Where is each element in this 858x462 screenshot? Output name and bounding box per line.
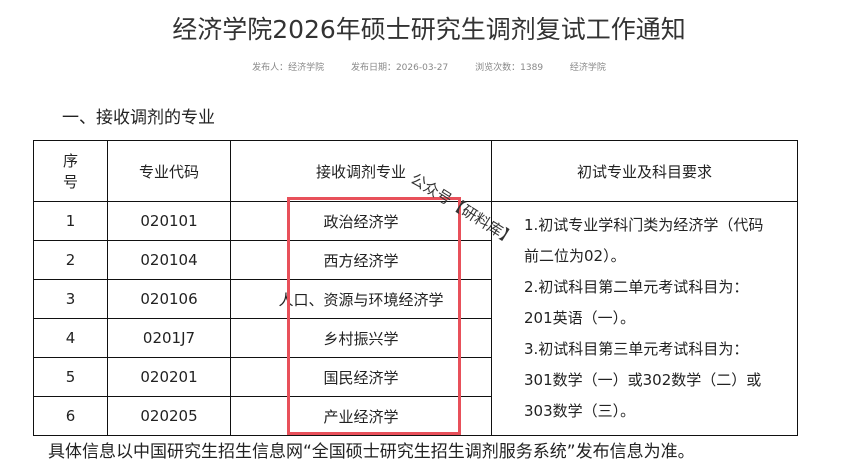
row-no: 2: [33, 240, 108, 280]
row-no: 6: [33, 396, 108, 436]
table-row: 2 020104 西方经济学: [33, 240, 798, 280]
footer-note: 具体信息以中国研究生招生信息网“全国硕士研究生招生调剂服务系统”发布信息为准。: [48, 442, 695, 462]
table-row: 5 020201 国民经济学: [33, 357, 798, 397]
publish-date: 发布日期：2026-03-27: [350, 63, 449, 73]
row-code: 020201: [107, 357, 231, 397]
row-major: 政治经济学: [230, 201, 492, 241]
requirements-cell: 1.初试专业学科门类为经济学（代码前二位为02）。 2.初试科目第二单元考试科目…: [491, 201, 798, 436]
requirement-item: 2.初试科目第二单元考试科目为：201英语（一）。: [524, 278, 749, 327]
row-no: 4: [33, 318, 108, 358]
row-no: 5: [33, 357, 108, 397]
row-major: 乡村振兴学: [230, 318, 492, 358]
row-no: 1: [33, 201, 108, 241]
table-row: 1 020101 政治经济学 1.初试专业学科门类为经济学（代码前二位为02）。…: [33, 201, 798, 436]
table-header: 序号 专业代码 接收调剂专业 初试专业及科目要求: [33, 140, 798, 202]
requirement-item: 1.初试专业学科门类为经济学（代码前二位为02）。: [524, 216, 764, 265]
requirement-item: 3.初试科目第三单元考试科目为：301数学（一）或302数学（二）或303数学（…: [524, 340, 762, 420]
header-major: 接收调剂专业: [230, 140, 492, 202]
view-count: 浏览次数：1389: [475, 63, 544, 73]
row-code: 020101: [107, 201, 231, 241]
article-meta: 发布人：经济学院 发布日期：2026-03-27 浏览次数：1389 经济学院: [0, 60, 858, 73]
section-heading: 一、接收调剂的专业: [62, 108, 215, 128]
department: 经济学院: [569, 63, 606, 73]
row-code: 020205: [107, 396, 231, 436]
row-code: 0201J7: [107, 318, 231, 358]
header-requirements: 初试专业及科目要求: [491, 140, 798, 202]
row-code: 020106: [107, 279, 231, 319]
majors-table: 序号 专业代码 接收调剂专业 初试专业及科目要求 1 020101 政治经济学 …: [33, 140, 798, 436]
table-row: 6 020205 产业经济学: [33, 396, 798, 436]
row-no: 3: [33, 279, 108, 319]
publisher: 发布人：经济学院: [252, 63, 325, 73]
row-major: 西方经济学: [230, 240, 492, 280]
header-code: 专业代码: [107, 140, 231, 202]
table-row: 3 020106 人口、资源与环境经济学: [33, 279, 798, 319]
row-major: 产业经济学: [230, 396, 492, 436]
row-code: 020104: [107, 240, 231, 280]
page-title: 经济学院2026年硕士研究生调剂复试工作通知: [172, 15, 686, 44]
row-major: 国民经济学: [230, 357, 492, 397]
row-major: 人口、资源与环境经济学: [230, 279, 492, 319]
header-no: 序号: [33, 140, 108, 202]
